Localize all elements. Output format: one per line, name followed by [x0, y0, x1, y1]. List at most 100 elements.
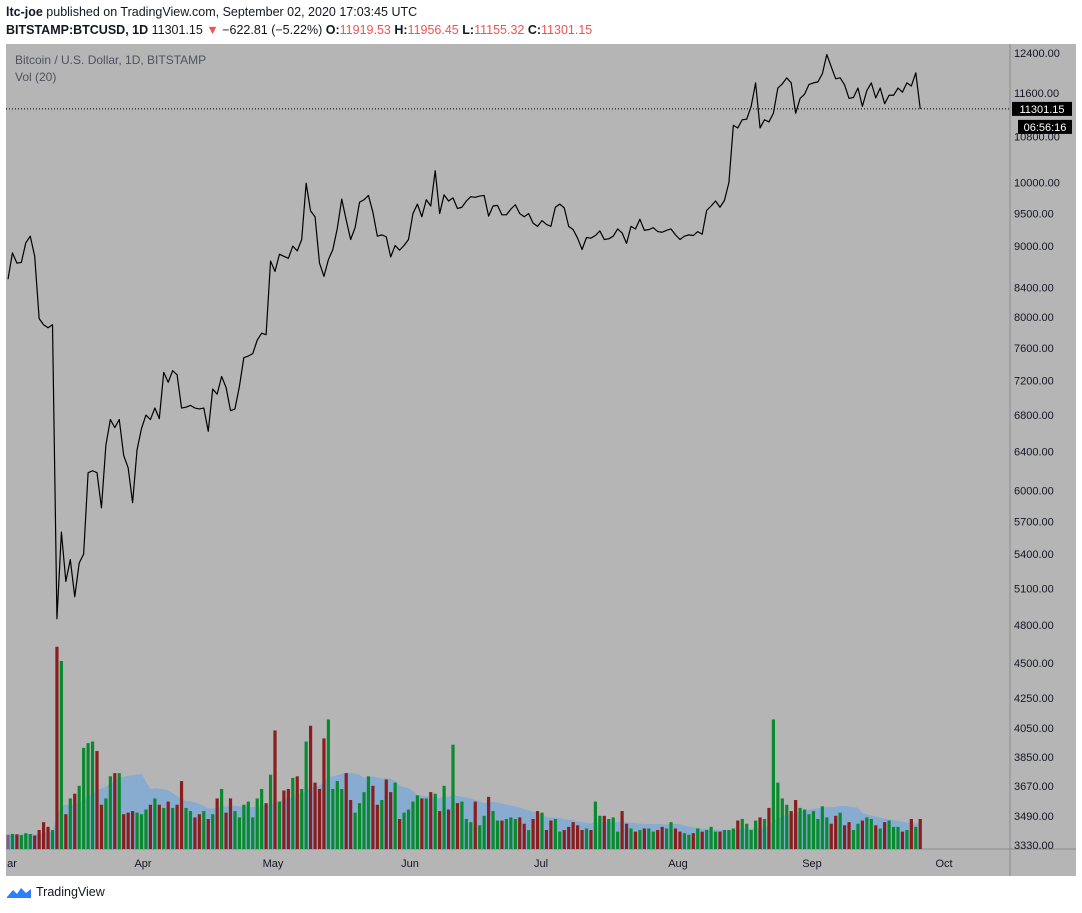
volume-bar	[42, 822, 46, 849]
volume-bar	[260, 788, 264, 849]
volume-bar	[402, 812, 406, 849]
down-arrow-icon: ▼	[206, 23, 219, 37]
price-tick-label: 3330.00	[1014, 840, 1054, 852]
volume-bar	[482, 815, 486, 849]
time-tick-labels: ar Apr May Jun Jul Aug Sep Oct	[7, 858, 952, 870]
volume-bar	[24, 833, 28, 849]
price-tick-label: 3850.00	[1014, 752, 1054, 764]
volume-bar	[300, 788, 304, 849]
volume-bar	[696, 828, 700, 849]
volume-bar	[909, 818, 913, 849]
volume-bar	[384, 779, 388, 849]
volume-bar	[705, 830, 709, 849]
volume-bar	[411, 801, 415, 849]
volume-bar	[282, 790, 286, 849]
volume-bar	[825, 817, 829, 849]
volume-bar	[86, 743, 90, 849]
volume-bar	[157, 804, 161, 849]
volume-bar	[460, 801, 464, 849]
volume-bar	[491, 811, 495, 849]
volume-bar	[562, 830, 566, 849]
volume-bar	[816, 818, 820, 849]
price-tick-label: 9500.00	[1014, 209, 1054, 221]
volume-bar	[731, 828, 735, 849]
volume-bar	[273, 730, 277, 849]
volume-bar	[398, 818, 402, 849]
volume-bar	[122, 814, 126, 849]
volume-bar	[82, 747, 86, 849]
volume-bar	[495, 820, 500, 849]
price-tick-label: 8400.00	[1014, 283, 1054, 295]
price-tick-label: 5400.00	[1014, 549, 1054, 561]
volume-bar	[522, 823, 526, 849]
volume-bar	[905, 830, 909, 849]
volume-bar	[375, 804, 379, 849]
volume-bar	[415, 795, 419, 849]
volume-bar	[193, 817, 197, 849]
volume-bar	[55, 646, 59, 849]
volume-bar	[349, 800, 353, 849]
volume-bar	[184, 807, 188, 849]
volume-bar	[629, 828, 633, 849]
tradingview-brand[interactable]: TradingView	[6, 885, 105, 899]
price-tick-label: 7200.00	[1014, 376, 1054, 388]
volume-bar	[798, 807, 802, 849]
volume-bar	[28, 833, 32, 849]
low-value: 11155.32	[474, 23, 525, 37]
volume-bar	[224, 812, 228, 849]
volume-bar	[611, 817, 615, 849]
volume-bar	[811, 811, 816, 849]
volume-bar	[268, 774, 273, 849]
volume-bar	[518, 817, 522, 849]
volume-bar	[313, 782, 317, 849]
price-tick-label: 6000.00	[1014, 486, 1054, 498]
volume-bar	[139, 814, 144, 849]
time-tick-label: Aug	[668, 858, 688, 870]
volume-bar	[713, 831, 718, 849]
price-tick-label: 6800.00	[1014, 410, 1054, 422]
price-change: −622.81 (−5.22%)	[222, 23, 323, 37]
volume-bar	[344, 773, 348, 849]
volume-bar	[326, 719, 330, 849]
price-axis[interactable]	[1010, 44, 1076, 849]
volume-bar	[767, 807, 771, 849]
volume-bar	[718, 831, 722, 849]
volume-bar	[883, 822, 887, 849]
volume-bar	[50, 830, 55, 849]
time-tick-label: May	[263, 858, 284, 870]
volume-bar	[291, 777, 295, 849]
price-tick-label: 4800.00	[1014, 620, 1054, 632]
volume-bar	[687, 834, 691, 849]
volume-bar	[847, 822, 851, 849]
volume-bar	[233, 811, 237, 849]
volume-bar	[175, 804, 179, 849]
price-tick-labels: 12400.00 11600.00 10800.00 10000.00 9500.00 9…	[1014, 48, 1060, 852]
volume-bar	[446, 809, 451, 849]
volume-bar	[389, 792, 393, 849]
volume-bar	[251, 817, 255, 849]
plot-area[interactable]	[6, 44, 1010, 849]
time-axis[interactable]	[6, 849, 1076, 876]
high-label: H:	[394, 23, 408, 37]
volume-bar	[99, 804, 104, 849]
volume-bar	[642, 828, 646, 849]
price-series	[7, 53, 921, 620]
volume-bar	[576, 825, 580, 849]
indicator-label: Vol (20)	[15, 70, 56, 84]
volume-bar	[464, 818, 468, 849]
time-tick-label: ar	[7, 858, 17, 870]
price-tick-label: 3490.00	[1014, 811, 1054, 823]
volume-bar	[340, 788, 344, 849]
volume-bar	[656, 830, 660, 849]
volume-bar	[469, 822, 473, 849]
last-price: 11301.15	[151, 23, 203, 37]
author-name[interactable]: ltc-joe	[6, 5, 43, 19]
volume-bar	[33, 835, 37, 849]
volume-bar	[286, 788, 290, 849]
last-price-tag: 11301.15	[1019, 104, 1064, 116]
volume-bar	[540, 812, 544, 849]
volume-bar	[46, 826, 50, 849]
volume-bar	[584, 828, 589, 849]
volume-bar	[362, 792, 366, 849]
